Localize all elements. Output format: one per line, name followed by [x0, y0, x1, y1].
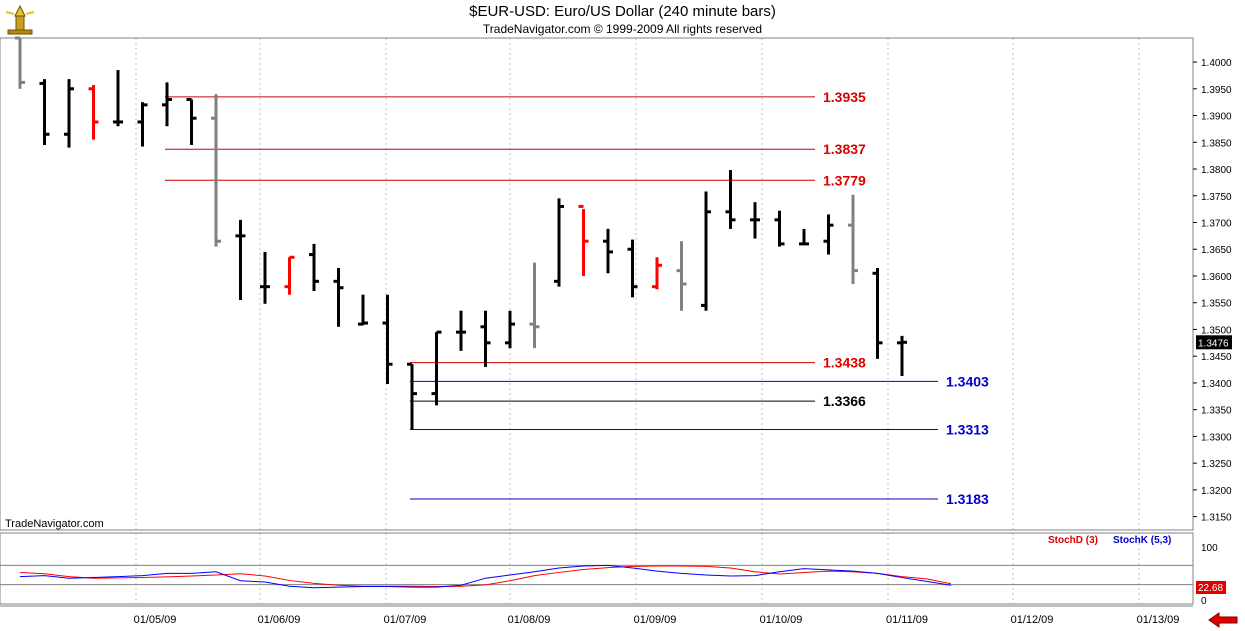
x-tick-label: 01/05/09: [134, 614, 177, 626]
y-tick-label: 1.3550: [1201, 299, 1232, 310]
level-label: 1.3403: [946, 373, 989, 389]
price-bar: [823, 214, 834, 255]
brand-watermark: TradeNavigator.com: [5, 518, 104, 530]
price-bars: [15, 36, 907, 430]
price-bar: [186, 98, 197, 145]
grid: [135, 38, 1140, 604]
price-bar: [309, 243, 319, 291]
price-bar: [627, 239, 638, 298]
level-label: 1.3313: [946, 421, 989, 437]
price-bar: [480, 310, 491, 367]
y-tick-label: 1.3900: [1201, 112, 1232, 123]
price-bar: [848, 194, 858, 284]
stoch-last-value: 22.68: [1198, 583, 1223, 594]
level-label: 1.3366: [823, 393, 866, 409]
y-tick-label: 1.3250: [1201, 459, 1232, 470]
last-price-label: 1.3476: [1198, 338, 1229, 349]
left-arrow-icon[interactable]: [1207, 612, 1239, 628]
y-tick-label: 1.3150: [1201, 513, 1232, 524]
y-tick-label: 1.3300: [1201, 432, 1232, 443]
chart-subtitle: TradeNavigator.com © 1999-2009 All right…: [482, 22, 763, 36]
level-label: 1.3935: [823, 89, 866, 105]
stoch-last-value-box: [1196, 581, 1226, 594]
price-bar: [725, 170, 736, 229]
price-bar: [15, 36, 25, 89]
price-bar: [358, 294, 368, 326]
x-tick-label: 01/10/09: [760, 614, 803, 626]
stochastic-panel: StochD (3) StochK (5,3) 100 0 22.68: [0, 535, 1226, 607]
price-bar: [211, 94, 221, 247]
price-bar: [88, 85, 99, 140]
level-lines: 1.3935 1.3837 1.3779 1.3438 1.3403 1.3366 1.33…: [165, 89, 989, 507]
price-bar: [505, 310, 515, 349]
price-bar: [39, 79, 50, 145]
level-label: 1.3183: [946, 491, 989, 507]
price-bar: [162, 82, 172, 127]
y-tick-label: 1.3400: [1201, 379, 1232, 390]
price-bar: [235, 219, 246, 301]
y-tick-label: 1.3700: [1201, 219, 1232, 230]
price-bar: [431, 330, 442, 406]
stoch-d-line: [19, 565, 952, 588]
x-tick-label: 01/08/09: [508, 614, 551, 626]
price-bar: [603, 228, 613, 274]
y-tick-label: 1.3600: [1201, 272, 1232, 283]
price-bar: [137, 102, 148, 147]
y-tick-label: 1.3650: [1201, 245, 1232, 256]
x-tick-label: 01/11/09: [886, 614, 928, 626]
price-bar: [701, 191, 711, 311]
y-tick-label: 1.4000: [1201, 58, 1232, 69]
stoch-d-legend: StochD (3): [1048, 535, 1098, 546]
y-tick-label: 1.3350: [1201, 406, 1232, 417]
stoch-y-tick-label: 0: [1201, 596, 1207, 607]
level-label: 1.3837: [823, 141, 866, 157]
price-bar: [578, 204, 589, 276]
price-bar: [382, 294, 393, 385]
stoch-k-legend: StochK (5,3): [1113, 535, 1171, 546]
price-bar: [799, 228, 809, 246]
x-tick-label: 01/13/09: [1137, 614, 1180, 626]
price-bar: [872, 267, 883, 359]
x-tick-label: 01/07/09: [384, 614, 427, 626]
y-tick-label: 1.3850: [1201, 138, 1232, 149]
y-tick-label: 1.3800: [1201, 165, 1232, 176]
price-bar: [64, 79, 74, 148]
axes: 01/05/09 01/06/09 01/07/09 01/08/09 01/09/09…: [0, 37, 1232, 626]
x-tick-label: 01/09/09: [634, 614, 677, 626]
price-bar: [529, 262, 540, 349]
stoch-panel-border: [0, 532, 1194, 605]
level-label: 1.3438: [823, 355, 866, 371]
price-bar: [113, 70, 123, 127]
x-tick-label: 01/06/09: [258, 614, 301, 626]
price-bar: [260, 251, 270, 304]
last-price-box: [1196, 335, 1232, 350]
y-tick-label: 1.3950: [1201, 85, 1232, 96]
stoch-k-line: [19, 564, 952, 589]
price-bar: [750, 202, 760, 239]
y-tick-label: 1.3500: [1201, 325, 1232, 336]
y-tick-label: 1.3450: [1201, 352, 1232, 363]
lighthouse-logo-icon[interactable]: [4, 2, 36, 36]
price-bar: [407, 362, 417, 430]
chart-title: $EUR-USD: Euro/US Dollar (240 minute bar…: [469, 3, 776, 20]
price-bar: [284, 255, 295, 295]
level-label: 1.3779: [823, 172, 866, 188]
price-bar: [676, 241, 687, 311]
price-bar: [456, 310, 466, 351]
stoch-y-tick-label: 100: [1201, 543, 1218, 554]
price-bar: [897, 335, 907, 376]
y-tick-label: 1.3750: [1201, 192, 1232, 203]
price-bar: [652, 257, 662, 290]
price-bar: [333, 267, 344, 327]
y-tick-label: 1.3200: [1201, 486, 1232, 497]
price-bar: [554, 198, 564, 287]
price-bar: [774, 210, 785, 247]
x-tick-label: 01/12/09: [1011, 614, 1054, 626]
price-panel-border: [0, 37, 1194, 531]
